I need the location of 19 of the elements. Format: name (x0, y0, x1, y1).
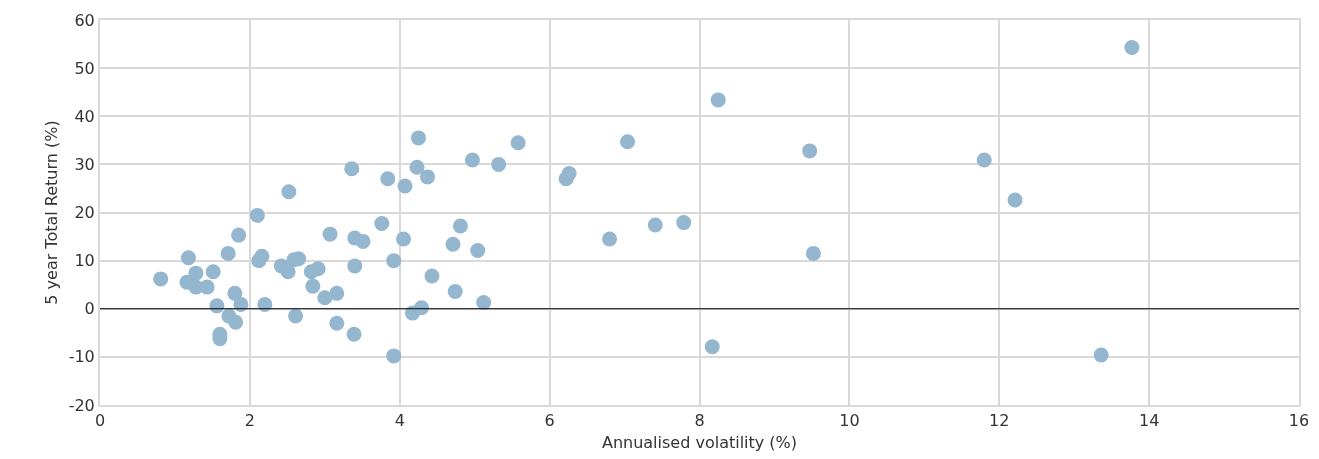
x-tick-label: 16 (1288, 411, 1310, 431)
y-tick-label: 20 (74, 203, 95, 223)
x-tick-label: 6 (544, 411, 555, 431)
y-tick-label: 0 (84, 299, 95, 319)
y-tick-label: -20 (68, 395, 95, 415)
y-tick-label: 50 (74, 58, 95, 78)
y-tick-label: -10 (68, 347, 95, 367)
x-tick-label: 4 (394, 411, 405, 431)
y-tick-label: 60 (74, 10, 95, 30)
x-tick-label: 8 (694, 411, 705, 431)
y-tick-label: 40 (74, 106, 95, 126)
x-tick-label: 2 (244, 411, 255, 431)
y-axis-title: 5 year Total Return (%) (42, 120, 61, 305)
x-tick-label: 14 (1138, 411, 1160, 431)
x-axis-title: Annualised volatility (%) (601, 433, 798, 453)
x-tick-label: 12 (989, 411, 1010, 431)
y-tick-label: 30 (74, 154, 95, 174)
y-tick-label: 10 (74, 251, 95, 271)
x-tick-label: 10 (839, 411, 860, 431)
